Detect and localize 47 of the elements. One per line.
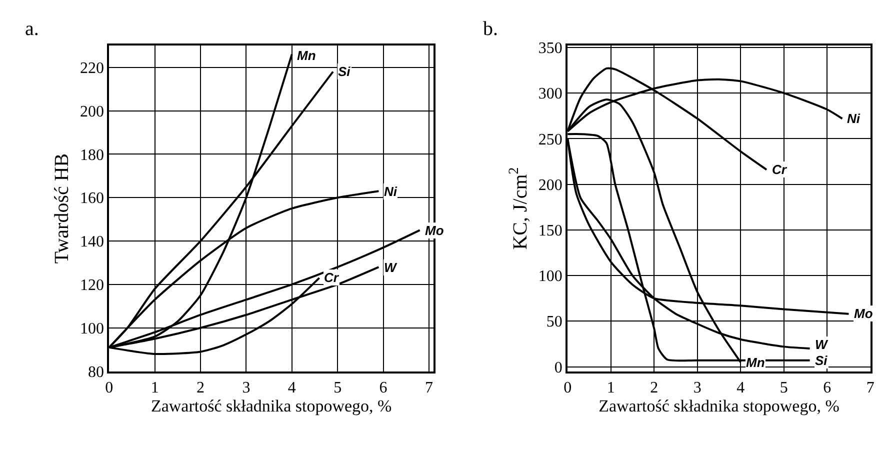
y-tick-label: 80 [88,364,104,381]
y-tick-label: 350 [538,40,562,58]
y-tick-label: 100 [80,320,104,338]
x-tick-label: 6 [823,380,832,397]
series-label: Si [815,353,828,368]
y-tick-label: 0 [554,359,562,376]
chart-title: a. [25,18,39,40]
x-tick-label: 7 [866,380,874,397]
series-label: Ni [384,184,398,199]
x-tick-label: 5 [334,380,342,397]
x-tick-label: 2 [196,380,205,397]
series-label: Si [338,64,351,79]
series-label: Mn [746,355,765,370]
y-tick-label: 180 [80,146,104,164]
series-label: Ni [847,111,860,126]
series-label: Cr [772,162,788,177]
y-tick-label: 160 [80,190,104,208]
x-tick-label: 6 [379,380,388,397]
y-tick-label: 150 [538,222,562,240]
x-tick-label: 3 [693,380,702,397]
series-label: Mo [425,223,444,238]
y-tick-label: 250 [538,131,562,148]
series-label: W [384,260,398,275]
chart-title: b. [483,18,498,40]
y-tick-label: 220 [80,60,104,77]
y-tick-label: 50 [546,314,562,331]
series-label: Cr [324,270,340,285]
y-tick-label: 200 [80,103,104,120]
x-tick-label: 4 [288,380,296,397]
series-label: W [815,337,829,352]
x-tick-label: 3 [242,380,250,397]
y-tick-label: 120 [80,277,104,294]
x-tick-label: 1 [606,380,615,397]
y-axis-title: Twardość HB [50,153,73,264]
y-tick-label: 300 [538,86,562,103]
x-axis-title: Zawartość składnika stopowego, % [150,396,392,416]
y-tick-label: 140 [80,234,104,251]
series-label: Mo [854,306,873,321]
x-tick-label: 2 [650,380,658,397]
series-label: Mn [297,48,316,63]
x-tick-label: 1 [150,380,159,397]
x-tick-label: 5 [780,380,788,397]
x-tick-label: 4 [736,380,745,397]
x-tick-label: 7 [424,380,433,397]
x-axis-title: Zawartość składnika stopowego, % [598,396,840,416]
y-tick-label: 100 [538,268,562,286]
y-tick-label: 200 [538,176,562,194]
